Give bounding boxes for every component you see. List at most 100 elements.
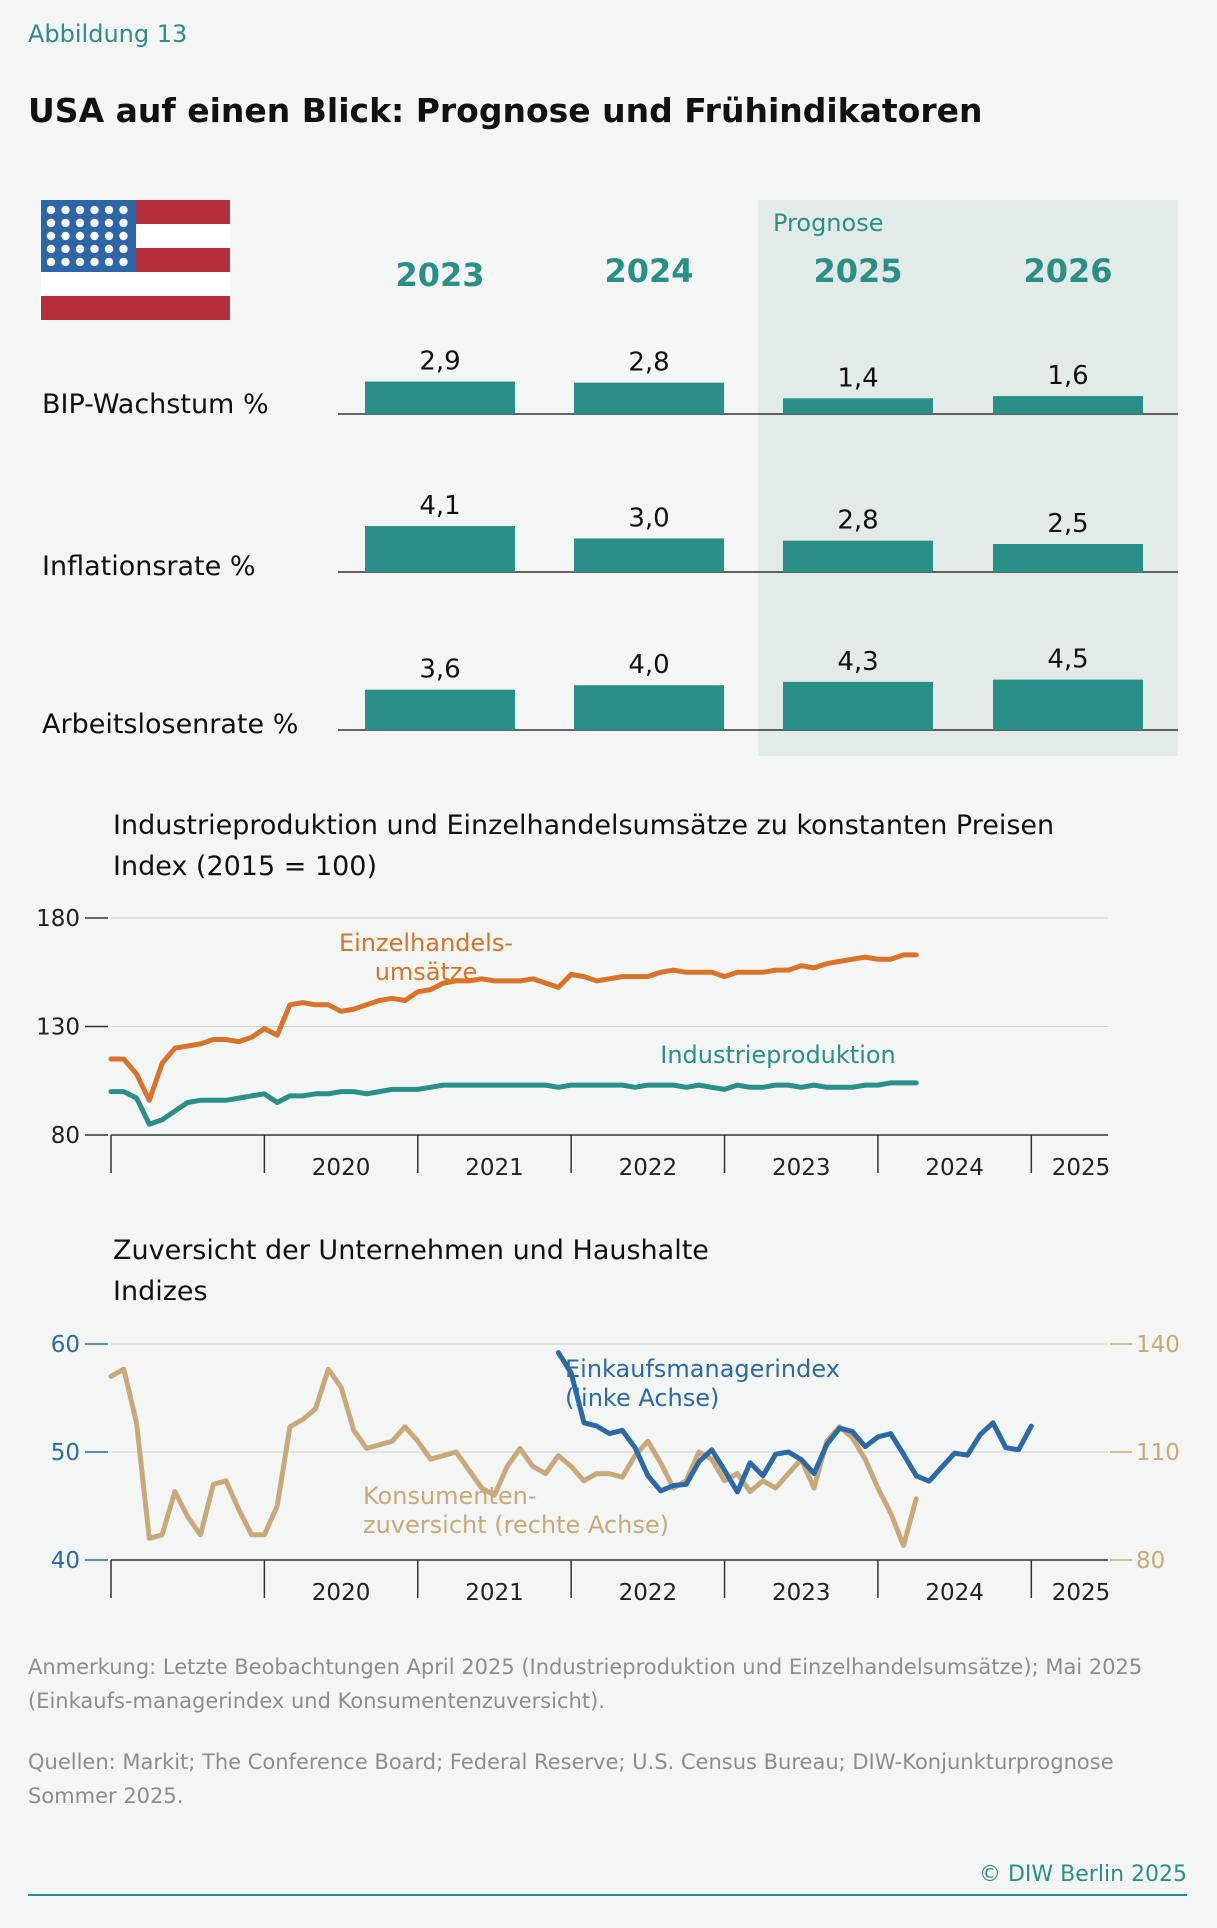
x-tick-label: 2022	[619, 1155, 678, 1181]
year-header-2025: 2025	[813, 252, 902, 290]
right-y-tick-label: 140	[1136, 1332, 1180, 1358]
bar-value-label: 4,5	[1047, 645, 1088, 675]
x-tick-label: 2025	[1052, 1155, 1111, 1181]
footnote-sources: Quellen: Markit; The Conference Board; F…	[28, 1750, 1114, 1808]
indicator-bar	[993, 679, 1143, 730]
bar-value-label: 1,6	[1047, 361, 1088, 391]
flag-star	[104, 244, 114, 254]
series-label: (linke Achse)	[565, 1384, 719, 1412]
chart2-title: Zuversicht der Unternehmen und Haushalte	[113, 1235, 709, 1266]
us-flag-icon	[41, 200, 230, 320]
chart1-title: Industrieproduktion und Einzelhandelsums…	[113, 810, 1054, 841]
x-tick-label: 2025	[1052, 1580, 1111, 1606]
indicator-row: Arbeitslosenrate % 3,6 4,0 4,3 4,5	[42, 645, 1178, 740]
x-tick-label: 2020	[312, 1155, 371, 1181]
x-tick-label: 2023	[772, 1155, 831, 1181]
x-tick-label: 2021	[465, 1580, 524, 1606]
flag-star	[46, 257, 56, 267]
footnote-note: Anmerkung: Letzte Beobachtungen April 20…	[28, 1655, 1143, 1713]
flag-star	[104, 257, 114, 267]
flag-star	[104, 205, 114, 215]
flag-star	[90, 231, 99, 241]
bar-value-label: 2,5	[1047, 509, 1088, 539]
indicator-row: BIP-Wachstum % 2,9 2,8 1,4 1,6	[42, 347, 1178, 420]
flag-star	[46, 231, 56, 241]
bar-value-label: 4,0	[628, 650, 669, 680]
series-label: Industrieproduktion	[660, 1041, 896, 1069]
forecast-panel	[758, 200, 1178, 756]
bar-value-label: 2,9	[419, 347, 460, 377]
x-tick-label: 2021	[465, 1155, 524, 1181]
flag-star	[75, 218, 85, 228]
y-tick-label: 180	[36, 906, 80, 932]
flag-star	[90, 257, 99, 267]
copyright: © DIW Berlin 2025	[979, 1862, 1187, 1887]
flag-star	[46, 244, 56, 254]
bar-value-label: 2,8	[628, 348, 669, 378]
bar-value-label: 4,1	[419, 491, 460, 521]
indicator-bar	[365, 381, 515, 414]
flag-star	[90, 205, 99, 215]
flag-star	[61, 244, 70, 254]
y-tick-label: 130	[36, 1015, 80, 1041]
flag-star	[75, 205, 85, 215]
series-label: Einkaufsmanagerindex	[565, 1355, 840, 1383]
flag-star	[46, 205, 56, 215]
series-line-industrieproduktion	[108, 1080, 919, 1127]
series-label: Konsumenten-	[363, 1482, 537, 1510]
year-header-2024: 2024	[604, 252, 693, 290]
indicator-label: Inflationsrate %	[42, 551, 256, 582]
flag-star	[46, 218, 56, 228]
flag-star	[119, 231, 128, 241]
indicator-bar	[365, 526, 515, 572]
indicator-bar	[574, 538, 724, 572]
series-label: umsätze	[375, 958, 478, 986]
series-line-konsumentenzuversicht	[108, 1366, 919, 1549]
flag-star	[90, 244, 99, 254]
indicator-bar	[783, 398, 933, 414]
series-label: Einzelhandels-	[339, 929, 513, 957]
flag-star	[75, 244, 85, 254]
indicator-bar	[365, 689, 515, 730]
flag-star	[104, 231, 114, 241]
flag-star	[90, 218, 99, 228]
x-tick-label: 2023	[772, 1580, 831, 1606]
flag-star	[104, 218, 114, 228]
left-y-tick-label: 40	[51, 1548, 80, 1574]
chart2-subtitle: Indizes	[113, 1276, 208, 1307]
flag-star	[119, 218, 128, 228]
figure-title: USA auf einen Blick: Prognose und Frühin…	[28, 91, 983, 130]
flag-star	[61, 257, 70, 267]
indicator-row: Inflationsrate % 4,1 3,0 2,8 2,5	[42, 491, 1178, 582]
flag-star	[61, 231, 70, 241]
flag-star	[75, 231, 85, 241]
x-tick-label: 2020	[312, 1580, 371, 1606]
right-y-tick-label: 80	[1136, 1548, 1165, 1574]
flag-star	[119, 205, 128, 215]
left-y-tick-label: 50	[51, 1440, 80, 1466]
flag-star	[61, 218, 70, 228]
prognose-label: Prognose	[773, 209, 883, 237]
flag-star	[119, 244, 128, 254]
indicator-label: BIP-Wachstum %	[42, 389, 269, 420]
flag-star	[119, 257, 128, 267]
bar-value-label: 3,6	[419, 655, 460, 685]
indicator-label: Arbeitslosenrate %	[42, 709, 298, 740]
indicator-bar	[783, 540, 933, 572]
figure-label: Abbildung 13	[28, 20, 187, 48]
series-label: zuversicht (rechte Achse)	[363, 1511, 669, 1539]
flag-star	[61, 205, 70, 215]
right-y-tick-label: 110	[1136, 1440, 1180, 1466]
x-tick-label: 2022	[619, 1580, 678, 1606]
bar-value-label: 2,8	[837, 506, 878, 536]
left-y-tick-label: 60	[51, 1332, 80, 1358]
series-line-einkaufsmanagerindex	[555, 1350, 1034, 1495]
series-line-einzelhandelsumsätze	[108, 952, 919, 1103]
bar-value-label: 1,4	[837, 363, 878, 393]
indicator-bar	[783, 681, 933, 730]
indicator-bar	[993, 396, 1143, 414]
chart1-subtitle: Index (2015 = 100)	[113, 851, 377, 882]
indicator-bar	[574, 382, 724, 414]
indicator-bar	[993, 544, 1143, 572]
